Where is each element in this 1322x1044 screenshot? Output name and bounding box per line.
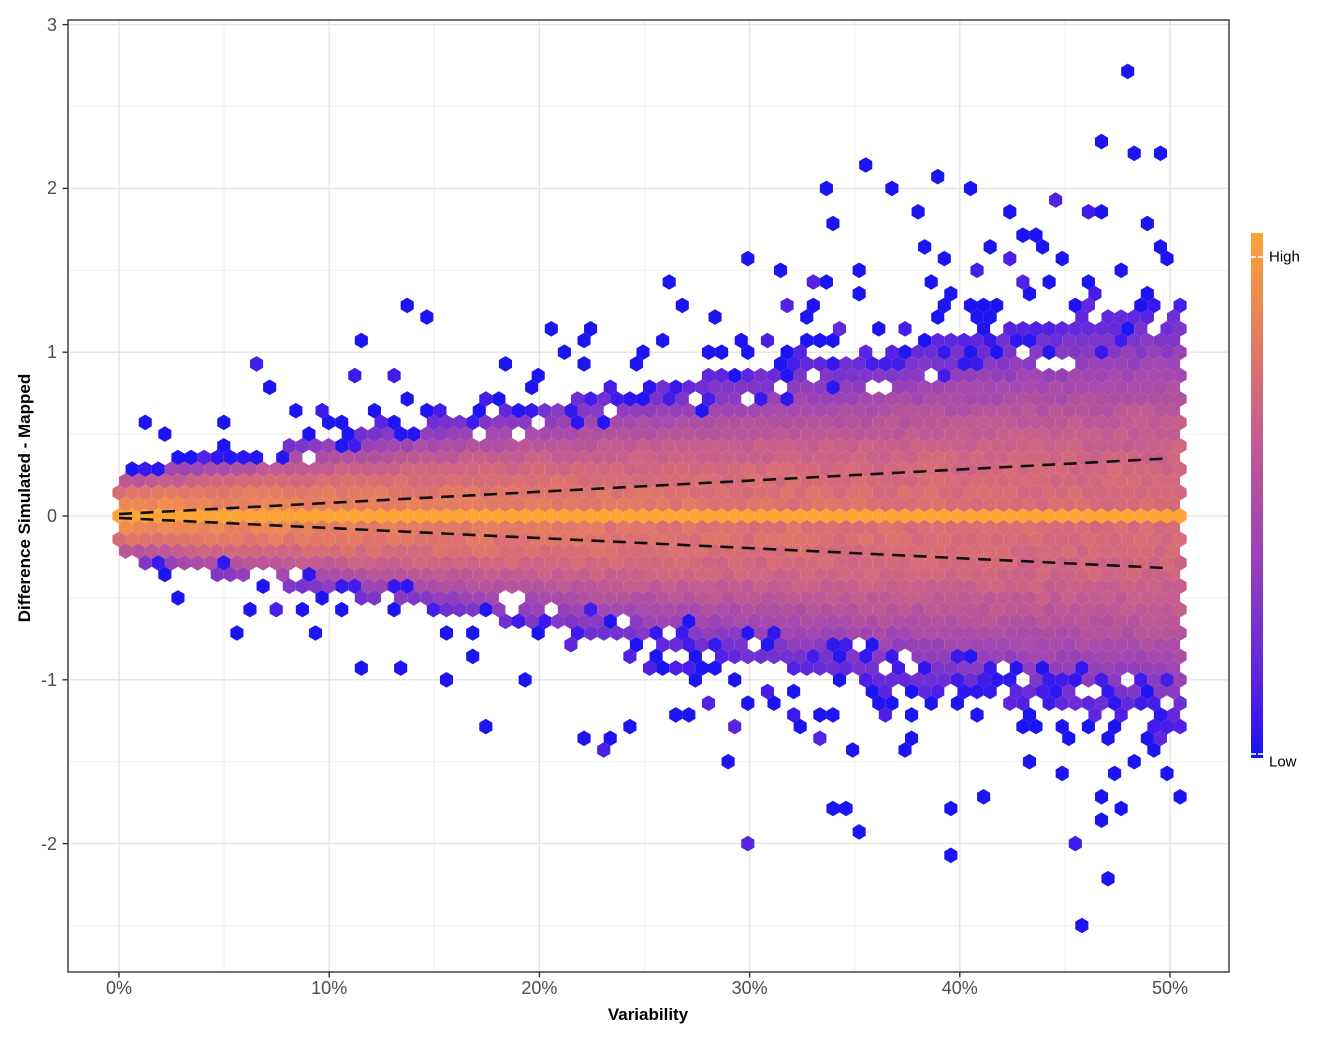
y-tick-label--1: -1 bbox=[40, 669, 57, 690]
legend-low-label: Low bbox=[1269, 753, 1297, 771]
x-axis-title: Variability bbox=[607, 1005, 689, 1024]
y-tick-label-0: 0 bbox=[46, 506, 57, 526]
quantile-lines bbox=[118, 457, 1164, 570]
x-tick-label-20%: 20% bbox=[521, 978, 558, 998]
y-tick-label-1: 1 bbox=[46, 342, 57, 363]
y-tick-label-3: 3 bbox=[46, 14, 57, 35]
x-tick-label-50%: 50% bbox=[1151, 978, 1189, 998]
legend-high-label: High bbox=[1269, 248, 1300, 266]
y-tick-label-2: 2 bbox=[46, 178, 57, 199]
panel-border bbox=[67, 19, 1230, 973]
axis-tick-marks bbox=[62, 23, 1171, 978]
x-tick-label-30%: 30% bbox=[731, 978, 768, 998]
x-tick-label-0%: 0% bbox=[105, 978, 133, 998]
y-axis-title: Difference Simulated - Mapped bbox=[15, 373, 34, 623]
legend-colorbar-ticks bbox=[1251, 256, 1263, 755]
hexbin-layer bbox=[112, 63, 1187, 934]
x-tick-label-40%: 40% bbox=[941, 978, 978, 998]
y-tick-label--2: -2 bbox=[40, 833, 57, 854]
x-tick-label-10%: 10% bbox=[311, 978, 348, 998]
legend-colorbar bbox=[1251, 233, 1263, 758]
